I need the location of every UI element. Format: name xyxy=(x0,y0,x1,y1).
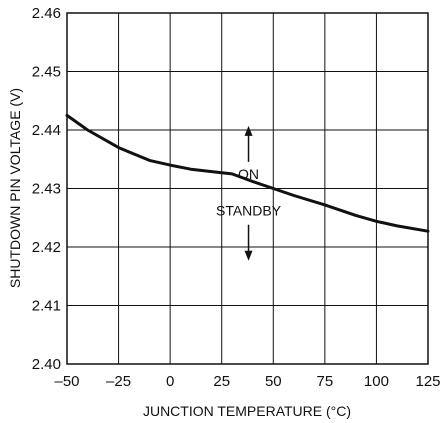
x-tick-label: 0 xyxy=(166,373,174,390)
annotation-standby-arrow xyxy=(244,224,253,261)
tick-labels: –50 –25 0 25 50 75 100 125 2.40 2.41 2.42 2.43 2.44 2… xyxy=(32,5,441,390)
y-axis-label: SHUTDOWN PIN VOLTAGE (V) xyxy=(7,88,23,288)
y-tick-label: 2.42 xyxy=(32,239,61,256)
x-axis-label: JUNCTION TEMPERATURE (°C) xyxy=(143,403,351,419)
x-tick-label: 125 xyxy=(415,373,440,390)
y-tick-label: 2.40 xyxy=(32,356,61,373)
grid xyxy=(66,12,429,365)
y-tick-label: 2.43 xyxy=(32,181,61,198)
x-tick-label: –50 xyxy=(54,373,79,390)
annotation-standby-label: STANDBY xyxy=(216,203,282,219)
annotations: ON STANDBY xyxy=(216,125,282,261)
y-tick-label: 2.46 xyxy=(32,5,61,22)
x-tick-label: 100 xyxy=(364,373,389,390)
series xyxy=(65,113,430,233)
y-tick-label: 2.45 xyxy=(32,64,61,81)
y-tick-label: 2.44 xyxy=(32,122,61,139)
series-line xyxy=(65,113,430,233)
annotation-on-arrow xyxy=(244,125,253,162)
annotation-on-label: ON xyxy=(238,166,259,182)
x-tick-label: 75 xyxy=(317,373,334,390)
x-tick-label: 50 xyxy=(265,373,282,390)
x-tick-label: 25 xyxy=(213,373,230,390)
plot-frame xyxy=(66,12,429,365)
x-tick-label: –25 xyxy=(106,373,131,390)
y-tick-label: 2.41 xyxy=(32,298,61,315)
